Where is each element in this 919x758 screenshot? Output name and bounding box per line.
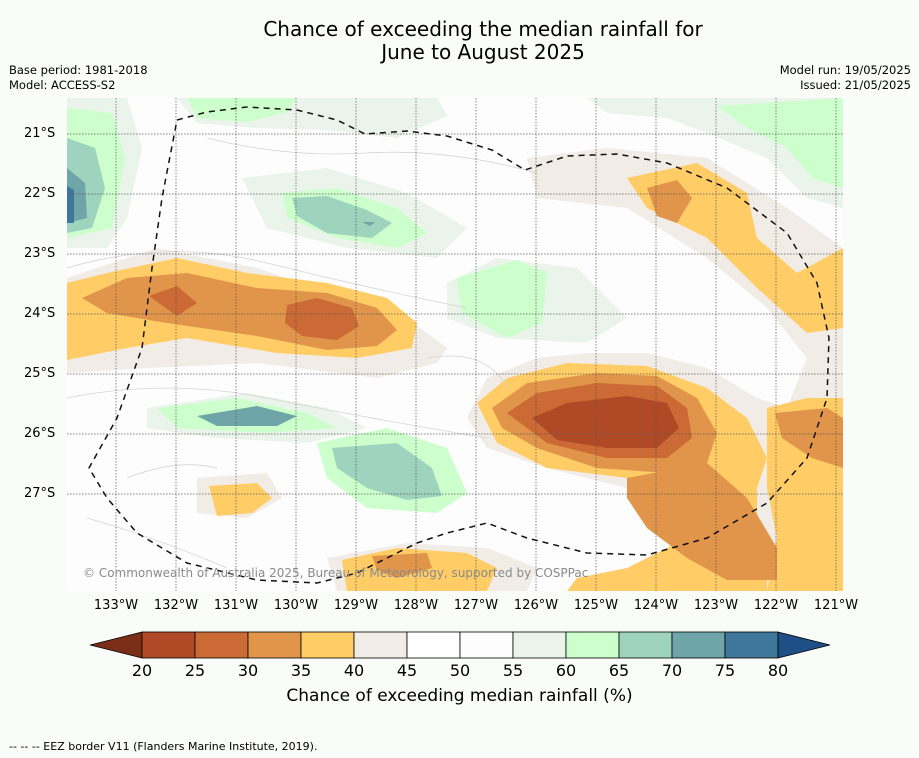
model-run: Model run: 19/05/2025 — [779, 63, 911, 77]
eez-border — [88, 106, 830, 584]
contour-line — [206, 137, 538, 174]
region-30-35-east-edge — [775, 408, 843, 468]
lat-label-25s: 25°S — [24, 366, 56, 381]
colorbar-tick-80: 80 — [767, 661, 789, 680]
region-65-70-south-center — [332, 443, 442, 500]
lon-label-131w: 131°W — [213, 598, 259, 613]
lat-label-26s: 26°S — [24, 426, 56, 441]
contour-lines — [67, 137, 538, 569]
lon-label-122w: 122°W — [753, 598, 799, 613]
colorbar-cell — [618, 631, 673, 659]
region-25-30-west-a — [149, 286, 197, 316]
lon-label-132w: 132°W — [153, 598, 199, 613]
colorbar-arrow-low — [90, 631, 143, 659]
colorbar-tick-60: 60 — [555, 661, 577, 680]
colorbar-tick-35: 35 — [290, 661, 312, 680]
region-20-25-east — [532, 396, 679, 448]
contour-line — [426, 355, 508, 389]
copyright-text: © Commonwealth of Australia 2025, Bureau… — [83, 566, 589, 580]
colorbar-cell — [353, 631, 408, 659]
eez-legend-note: -- -- -- EEZ border V11 (Flanders Marine… — [9, 740, 318, 753]
region-75-80-west — [67, 186, 74, 223]
base-period: Base period: 1981-2018 — [9, 63, 148, 77]
lon-label-125w: 125°W — [573, 598, 619, 613]
lon-label-123w: 123°W — [693, 598, 739, 613]
colorbar-tick-75: 75 — [714, 661, 736, 680]
contour-fills — [67, 98, 843, 591]
contour-line — [67, 251, 468, 309]
colorbar-cells — [90, 631, 830, 659]
lon-label-124w: 124°W — [633, 598, 679, 613]
colorbar-tick-70: 70 — [661, 661, 683, 680]
region-70-75-center-north — [362, 222, 375, 226]
colorbar-tick-30: 30 — [237, 661, 259, 680]
title-line-2: June to August 2025 — [381, 40, 585, 64]
colorbar-cell — [194, 631, 249, 659]
colorbar-cell — [512, 631, 567, 659]
contour-line — [126, 464, 218, 479]
colorbar-label: Chance of exceeding median rainfall (%) — [286, 686, 633, 706]
lat-label-27s: 27°S — [24, 486, 56, 501]
region-30-35-south-b — [372, 553, 432, 578]
model-name: Model: ACCESS-S2 — [9, 78, 116, 92]
meta-left: Base period: 1981-2018 Model: ACCESS-S2 — [9, 63, 148, 93]
lon-label-133w: 133°W — [93, 598, 139, 613]
lat-label-22s: 22°S — [24, 186, 56, 201]
region-30-35-northeast — [647, 180, 692, 223]
colorbar-tick-50: 50 — [449, 661, 471, 680]
rainfall-map — [67, 98, 843, 591]
colorbar-tick-55: 55 — [502, 661, 524, 680]
contour-line — [67, 387, 488, 439]
region-60-65-northeast — [717, 98, 843, 188]
lon-label-130w: 130°W — [273, 598, 319, 613]
lon-label-121w: 121°W — [813, 598, 859, 613]
colorbar-tick-20: 20 — [131, 661, 153, 680]
lon-label-128w: 128°W — [393, 598, 439, 613]
colorbar-tick-45: 45 — [396, 661, 418, 680]
colorbar-tick-65: 65 — [608, 661, 630, 680]
colorbar-cell — [724, 631, 779, 659]
colorbar-cell — [565, 631, 620, 659]
contour-line — [86, 517, 228, 569]
colorbar-cell — [247, 631, 302, 659]
title-line-1: Chance of exceeding the median rainfall … — [263, 17, 703, 41]
colorbar-cell — [671, 631, 726, 659]
lat-label-24s: 24°S — [24, 306, 56, 321]
colorbar-cell — [141, 631, 196, 659]
lat-label-23s: 23°S — [24, 246, 56, 261]
colorbar-tick-40: 40 — [343, 661, 365, 680]
colorbar-cell — [406, 631, 461, 659]
colorbar-tick-25: 25 — [184, 661, 206, 680]
region-35-40-south-a — [209, 483, 272, 516]
map-title: Chance of exceeding the median rainfall … — [0, 18, 919, 64]
colorbar — [90, 631, 830, 659]
lon-label-129w: 129°W — [333, 598, 379, 613]
lat-label-21s: 21°S — [24, 126, 56, 141]
lon-label-127w: 127°W — [453, 598, 499, 613]
region-60-65-center — [457, 260, 547, 338]
lon-label-126w: 126°W — [513, 598, 559, 613]
region-60-65-north — [187, 98, 297, 122]
region-70-75-southwest — [197, 406, 297, 426]
colorbar-arrow-high — [777, 631, 830, 659]
meta-right: Model run: 19/05/2025 Issued: 21/05/2025 — [780, 63, 911, 93]
region-25-30-west-b — [285, 298, 359, 340]
graticule — [67, 98, 843, 591]
region-30-35-southeast — [627, 463, 777, 580]
colorbar-cell — [459, 631, 514, 659]
colorbar-cell — [300, 631, 355, 659]
issued-date: Issued: 21/05/2025 — [800, 78, 911, 92]
region-65-70-center-north — [292, 196, 392, 238]
